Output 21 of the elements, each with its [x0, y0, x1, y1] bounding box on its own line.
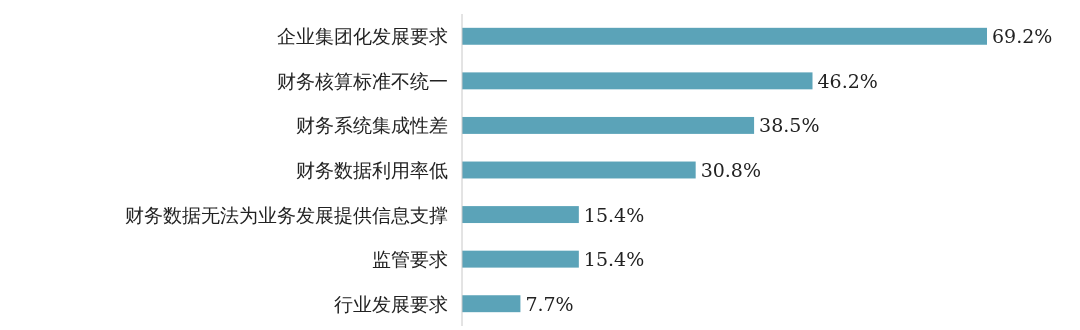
- data-label: 38.5%: [759, 114, 820, 137]
- y-tick-label: 财务数据利用率低: [296, 159, 448, 181]
- y-tick-label: 财务核算标准不统一: [277, 69, 448, 92]
- y-tick-label: 财务数据无法为业务发展提供信息支撑: [125, 203, 448, 226]
- y-tick-label: 企业集团化发展要求: [277, 25, 448, 48]
- bar: [462, 27, 987, 45]
- data-label: 30.8%: [700, 159, 762, 181]
- bar: [462, 116, 755, 134]
- y-tick-label: 行业发展要求: [334, 292, 448, 315]
- bar: [462, 295, 521, 313]
- data-label: 69.2%: [992, 25, 1053, 48]
- data-label: 7.7%: [525, 292, 574, 315]
- data-label: 15.4%: [583, 248, 645, 271]
- bar: [462, 206, 579, 224]
- bar: [462, 250, 579, 268]
- data-label: 15.4%: [583, 203, 645, 226]
- y-tick-label: 监管要求: [372, 248, 448, 271]
- data-label: 46.2%: [817, 69, 878, 92]
- bar: [462, 72, 813, 90]
- bar: [462, 161, 696, 179]
- y-tick-label: 财务系统集成性差: [296, 114, 448, 137]
